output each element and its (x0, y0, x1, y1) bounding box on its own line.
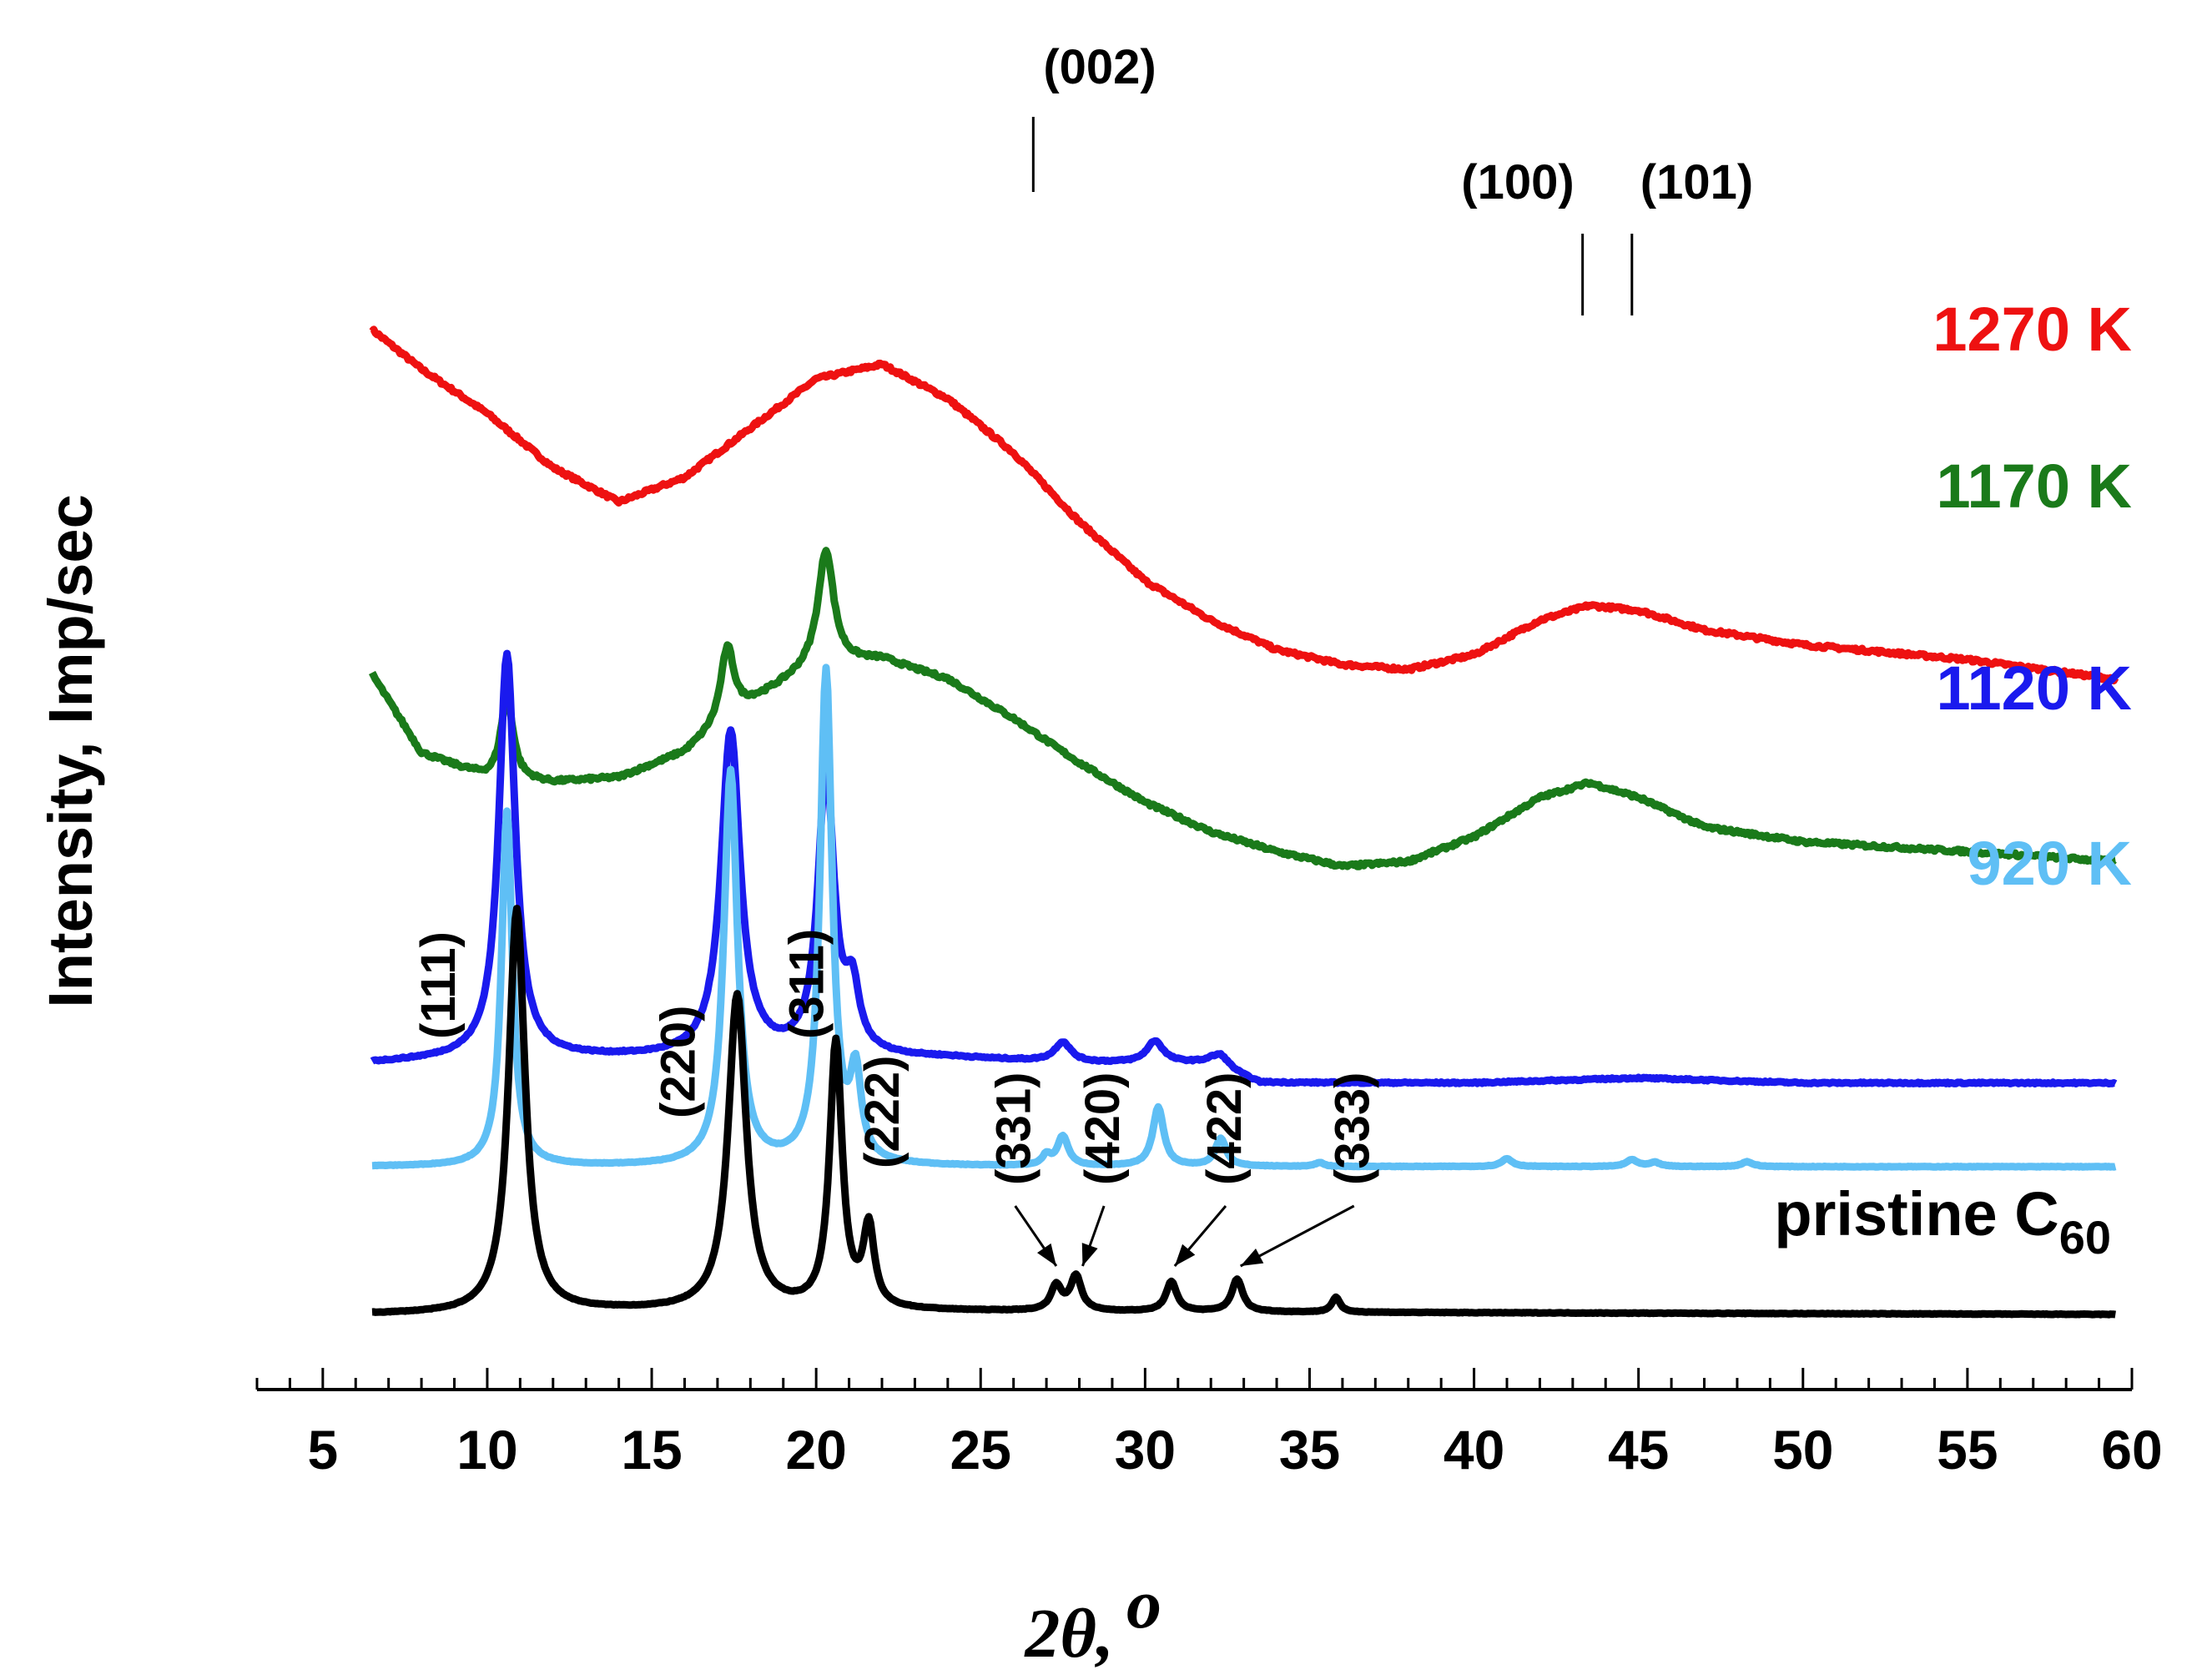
series-label-1270-k: 1270 K (1932, 295, 2132, 364)
x-tick-label: 25 (950, 1419, 1011, 1481)
y-axis-label: Intensity, Imp/sec (36, 494, 105, 1008)
c60-arrowhead (1081, 1243, 1098, 1266)
series-labels: 1270 K 1170 K 1120 K 920 K pristine C60 (1774, 295, 2132, 1264)
series-label-1120-k: 1120 K (1936, 653, 2132, 723)
c60-hkl-label: (111) (411, 931, 466, 1039)
x-tick-label: 40 (1444, 1419, 1504, 1481)
x-tick-label: 5 (307, 1419, 338, 1481)
x-tick-label: 60 (2101, 1419, 2162, 1481)
c60-hkl-label: (333) (1326, 1072, 1380, 1185)
series-label-1170-k: 1170 K (1936, 452, 2132, 521)
series-line-1170-k (368, 547, 2118, 870)
peak-annotations: (002) (100) (101) (111) (220) (311) (222) (331)… (411, 40, 1753, 1268)
x-axis-label: 2θ, (1023, 1595, 1114, 1672)
c60-hkl-label: (311) (779, 929, 834, 1039)
series-line-pristine-c60 (370, 905, 2118, 1319)
x-axis-label-unit: o (1126, 1566, 1161, 1643)
c60-hkl-label: (220) (652, 1006, 706, 1118)
x-tick-label: 10 (456, 1419, 517, 1481)
x-tick-label: 50 (1772, 1419, 1833, 1481)
c60-hkl-label: (222) (855, 1056, 909, 1168)
series-line-1120-k (370, 649, 2118, 1087)
series-line-1270-k (369, 325, 2119, 685)
graphite-label: (101) (1640, 155, 1753, 209)
c60-hkl-label: (422) (1197, 1072, 1252, 1185)
x-tick-label: 35 (1279, 1419, 1340, 1481)
c60-arrowhead (1174, 1244, 1196, 1266)
x-tick-label: 45 (1608, 1419, 1669, 1481)
x-axis: 5 10 15 20 25 30 35 40 45 50 55 60 (255, 1368, 2163, 1481)
x-tick-label: 15 (621, 1419, 682, 1481)
c60-hkl-label: (331) (987, 1072, 1041, 1185)
series-label-pristine-c60: pristine C60 (1774, 1179, 2111, 1264)
series-line-920-k (370, 663, 2118, 1171)
x-axis-label-main: 2θ, (1023, 1595, 1114, 1672)
x-tick-label: 20 (785, 1419, 846, 1481)
c60-arrowhead (1240, 1248, 1264, 1266)
graphite-label: (100) (1461, 155, 1574, 209)
x-tick-label: 55 (1937, 1419, 1998, 1481)
series-curves (368, 325, 2119, 1319)
x-tick-label: 30 (1115, 1419, 1176, 1481)
graphite-label: (002) (1043, 40, 1156, 94)
c60-arrowhead (1036, 1243, 1056, 1266)
series-label-920-k: 920 K (1968, 829, 2132, 898)
c60-hkl-label: (420) (1076, 1072, 1130, 1185)
